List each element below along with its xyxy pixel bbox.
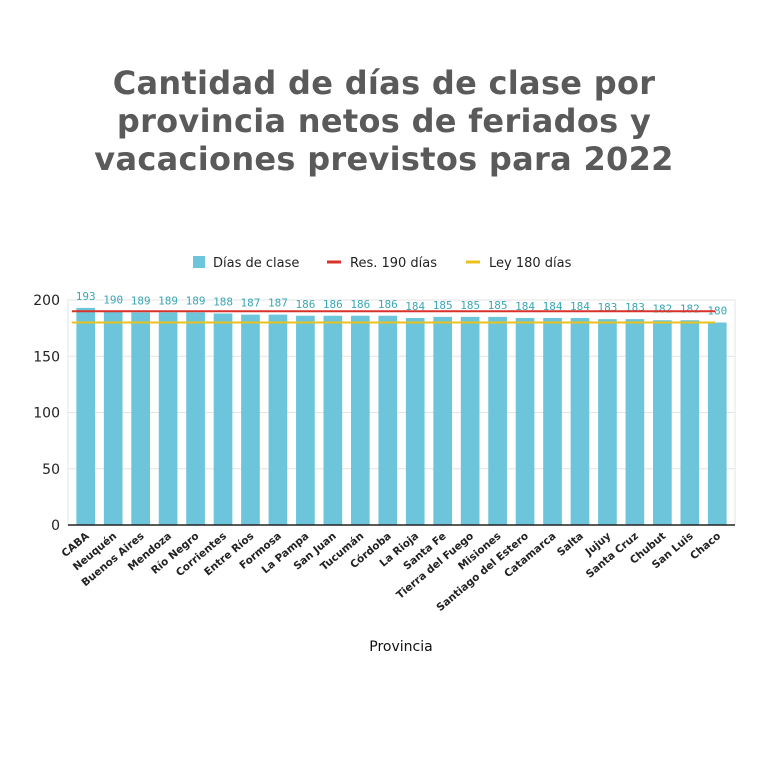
bar	[76, 307, 96, 525]
bar	[460, 316, 480, 525]
bar	[378, 315, 398, 525]
x-tick-label: Chaco	[688, 530, 723, 562]
chart-title: Cantidad de días de clase por provincia …	[30, 64, 738, 178]
legend-label: Ley 180 días	[489, 256, 572, 271]
data-label: 185	[460, 299, 480, 312]
data-label: 188	[213, 296, 233, 309]
bar	[598, 319, 617, 525]
title-line-1: Cantidad de días de clase por	[112, 64, 656, 102]
bar	[515, 318, 535, 525]
legend-label: Res. 190 días	[350, 256, 437, 271]
bar	[543, 318, 562, 525]
data-label: 190	[103, 293, 123, 306]
x-tick-label: Salta	[555, 530, 586, 559]
bar	[405, 318, 425, 525]
data-label: 184	[405, 300, 425, 313]
bar	[103, 311, 123, 525]
bar	[488, 316, 507, 525]
data-label: 186	[378, 298, 398, 311]
bar	[241, 314, 260, 525]
data-label: 185	[488, 299, 508, 312]
data-label: 185	[433, 299, 453, 312]
legend-label: Días de clase	[213, 256, 299, 271]
bar	[186, 312, 205, 525]
bar	[213, 313, 233, 525]
bar	[570, 318, 590, 525]
bar	[653, 320, 672, 525]
data-label: 186	[350, 298, 370, 311]
y-tick-label: 200	[33, 293, 60, 309]
bar	[433, 316, 453, 525]
title-line-3: vacaciones previstos para 2022	[94, 140, 674, 178]
bar	[158, 312, 178, 525]
data-label: 187	[241, 297, 261, 310]
y-tick-label: 100	[33, 406, 60, 422]
y-tick-label: 150	[33, 349, 60, 365]
data-label: 187	[268, 297, 288, 310]
bar	[323, 315, 343, 525]
bar	[625, 319, 645, 525]
data-label: 189	[158, 294, 178, 307]
data-label: 193	[76, 290, 96, 303]
bar	[680, 320, 700, 525]
x-axis-title: Provincia	[369, 639, 432, 655]
bar	[131, 312, 150, 525]
y-tick-label: 0	[51, 518, 60, 534]
data-label: 186	[295, 298, 315, 311]
legend-swatch	[193, 256, 205, 268]
data-label: 180	[707, 305, 727, 318]
data-label: 184	[543, 300, 563, 313]
data-label: 189	[186, 294, 206, 307]
bar	[268, 314, 288, 525]
bar	[350, 315, 370, 525]
title-line-2: provincia netos de feriados y	[116, 102, 652, 140]
data-label: 189	[131, 294, 151, 307]
data-label: 182	[652, 302, 672, 315]
data-label: 184	[570, 300, 590, 313]
data-label: 184	[515, 300, 535, 313]
y-tick-label: 50	[42, 462, 60, 478]
bar	[707, 322, 727, 525]
data-label: 182	[680, 302, 700, 315]
data-label: 186	[323, 298, 343, 311]
bar	[296, 315, 315, 525]
